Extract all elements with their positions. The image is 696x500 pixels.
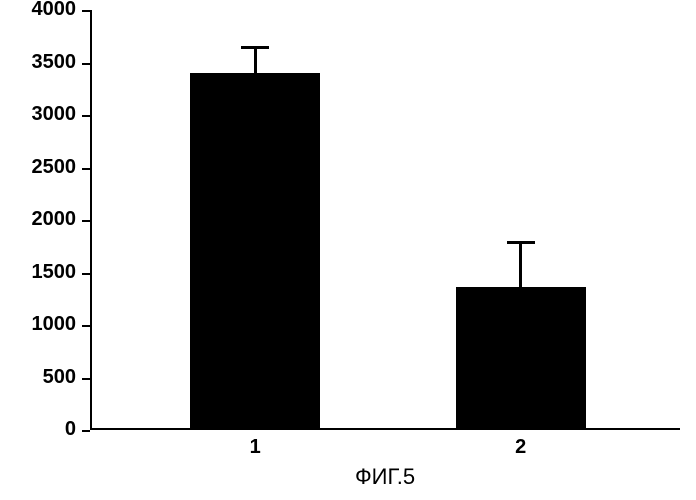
y-tick-mark <box>82 273 90 275</box>
error-bar-cap <box>507 241 535 244</box>
figure-caption: ФИГ.5 <box>90 464 680 490</box>
y-tick-label: 500 <box>0 366 76 389</box>
plot-border <box>90 10 680 430</box>
figure-caption-text: ФИГ.5 <box>355 464 415 489</box>
y-tick-mark <box>82 115 90 117</box>
error-bar-stem <box>519 241 522 287</box>
bar <box>190 73 320 430</box>
error-bar-cap <box>241 46 269 49</box>
y-tick-mark <box>82 63 90 65</box>
y-tick-mark <box>82 220 90 222</box>
y-tick-label: 0 <box>0 418 76 441</box>
y-tick-label: 3000 <box>0 103 76 126</box>
y-tick-mark <box>82 378 90 380</box>
y-tick-label: 2000 <box>0 208 76 231</box>
y-tick-label: 4000 <box>0 0 76 21</box>
y-tick-mark <box>82 325 90 327</box>
y-tick-label: 1500 <box>0 261 76 284</box>
x-category-label: 1 <box>215 436 295 459</box>
x-category-label: 2 <box>481 436 561 459</box>
error-bar-stem <box>254 46 257 73</box>
y-tick-label: 2500 <box>0 156 76 179</box>
y-tick-mark <box>82 168 90 170</box>
y-tick-mark <box>82 430 90 432</box>
bar <box>456 287 586 430</box>
y-tick-label: 3500 <box>0 51 76 74</box>
bar-chart: 0 500 1000 1500 2000 2500 3000 3500 4000 1 2 ФИГ.… <box>0 0 696 500</box>
y-tick-mark <box>82 10 90 12</box>
y-tick-label: 1000 <box>0 313 76 336</box>
